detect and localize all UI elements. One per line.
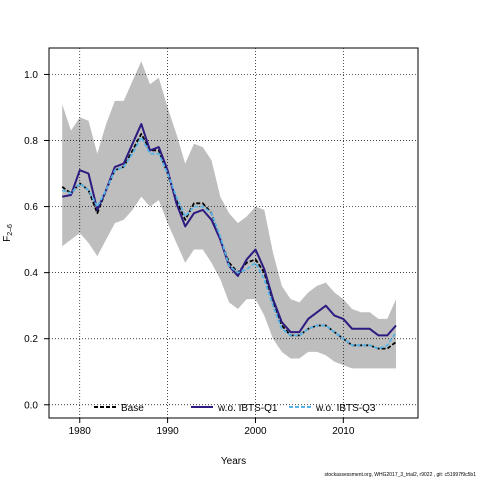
x-axis-title: Years [221, 456, 246, 467]
x-axis: 1980 1990 2000 2010 [69, 418, 355, 437]
series-line-0 [61, 132, 397, 350]
y-tick-label: 0.4 [24, 268, 38, 279]
y-axis-title: F2–6 [2, 224, 14, 242]
x-tick-label: 2000 [244, 426, 267, 437]
y-axis-title-subscript: 2–6 [7, 224, 14, 236]
x-tick-label: 1980 [69, 426, 92, 437]
x-tick-label: 2010 [332, 426, 355, 437]
plot-frame [48, 47, 419, 419]
legend-label-0: Base [121, 403, 144, 414]
y-tick-label: 0.8 [24, 136, 38, 147]
y-axis: 0.0 0.2 0.4 0.6 0.8 1.0 [24, 70, 49, 411]
y-tick-label: 0.6 [24, 202, 38, 213]
y-tick-label: 0.2 [24, 334, 38, 345]
legend-label-1: w.o. IBTS-Q1 [217, 403, 278, 414]
series-layer [61, 123, 397, 350]
footer-credit: stockassessment.org, WHG2017_3_trial2, r… [324, 472, 476, 478]
series-line-2 [61, 136, 397, 350]
y-tick-label: 1.0 [24, 70, 38, 81]
y-tick-label: 0.0 [24, 400, 38, 411]
legend: Base w.o. IBTS-Q1 w.o. IBTS-Q3 [94, 403, 376, 414]
legend-label-2: w.o. IBTS-Q3 [315, 403, 376, 414]
x-tick-label: 1990 [156, 426, 179, 437]
y-axis-title-main: F [2, 236, 13, 242]
